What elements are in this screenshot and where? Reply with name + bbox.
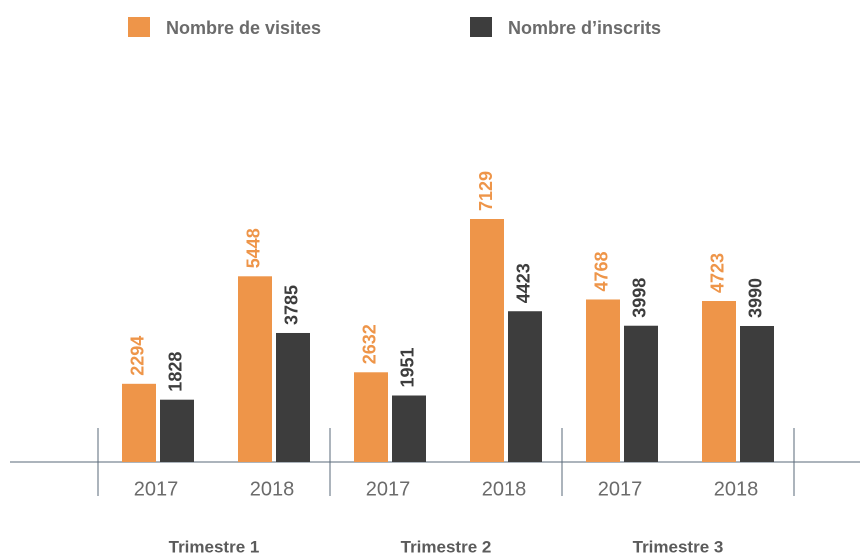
- x-tick-label: 2017: [366, 478, 411, 500]
- legend-label: Nombre de visites: [166, 18, 321, 38]
- x-tick-label: 2017: [598, 478, 643, 500]
- value-label: 4768: [592, 251, 612, 291]
- value-label: 4423: [514, 263, 534, 303]
- bar: [740, 325, 774, 462]
- x-tick-label: 2018: [714, 478, 759, 500]
- legend-swatch: [470, 17, 492, 37]
- bar: [470, 219, 504, 462]
- bar: [702, 301, 736, 462]
- value-label: 5448: [244, 228, 264, 268]
- legend-swatch: [128, 17, 150, 37]
- bar: [160, 399, 194, 462]
- value-label: 2294: [128, 336, 148, 376]
- group-label: Trimestre 3: [633, 537, 724, 556]
- bar: [586, 299, 620, 462]
- bar: [354, 372, 388, 462]
- bar: [122, 383, 156, 462]
- value-label: 2632: [360, 324, 380, 364]
- x-tick-label: 2018: [482, 478, 527, 500]
- value-label: 1951: [398, 347, 418, 387]
- value-label: 3990: [746, 278, 766, 318]
- group-label: Trimestre 1: [169, 537, 260, 556]
- bar: [392, 395, 426, 462]
- bar: [508, 311, 542, 462]
- value-label: 1828: [166, 352, 186, 392]
- bar: [276, 332, 310, 462]
- x-tick-label: 2017: [134, 478, 179, 500]
- value-label: 4723: [708, 253, 728, 293]
- group-label: Trimestre 2: [401, 537, 492, 556]
- x-tick-label: 2018: [250, 478, 295, 500]
- value-label: 3998: [630, 278, 650, 318]
- bar: [624, 325, 658, 462]
- value-label: 3785: [282, 285, 302, 325]
- legend-label: Nombre d’inscrits: [508, 18, 661, 38]
- value-label: 7129: [476, 171, 496, 211]
- bar: [238, 276, 272, 462]
